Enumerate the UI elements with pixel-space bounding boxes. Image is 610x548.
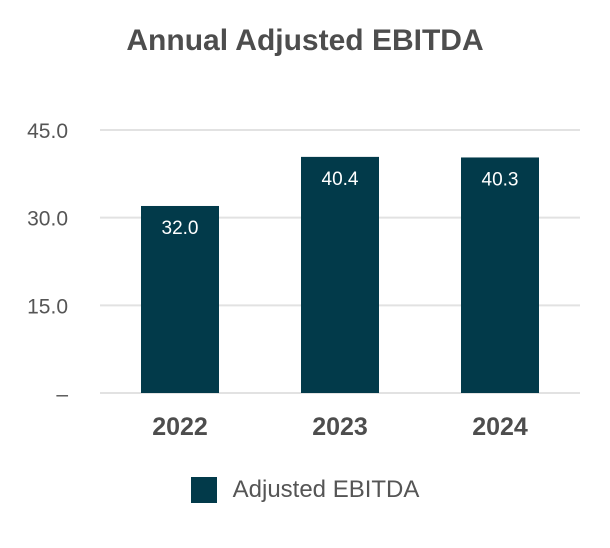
- bar: [461, 157, 539, 393]
- y-tick-label: 30.0: [27, 208, 68, 231]
- legend-swatch: [190, 477, 217, 503]
- data-label: 40.3: [482, 169, 519, 190]
- bar: [301, 156, 379, 393]
- bars: [141, 156, 539, 393]
- y-tick-label: 45.0: [27, 120, 68, 143]
- bar: [141, 205, 219, 393]
- y-tick-label: 15.0: [27, 295, 68, 318]
- y-axis-ticks: – 15.0 30.0 45.0: [27, 120, 68, 406]
- x-tick-label: 2023: [312, 413, 368, 441]
- data-labels: 32.0 40.4 40.3: [162, 169, 519, 239]
- legend-label: Adjusted EBITDA: [232, 476, 420, 503]
- x-axis-ticks: 2022 2023 2024: [152, 413, 528, 441]
- data-label: 40.4: [322, 169, 359, 190]
- x-tick-label: 2022: [152, 413, 208, 441]
- legend: Adjusted EBITDA: [0, 476, 610, 504]
- data-label: 32.0: [162, 218, 199, 239]
- chart-title: Annual Adjusted EBITDA: [126, 24, 484, 57]
- y-tick-label: –: [56, 383, 68, 406]
- x-tick-label: 2024: [472, 413, 528, 441]
